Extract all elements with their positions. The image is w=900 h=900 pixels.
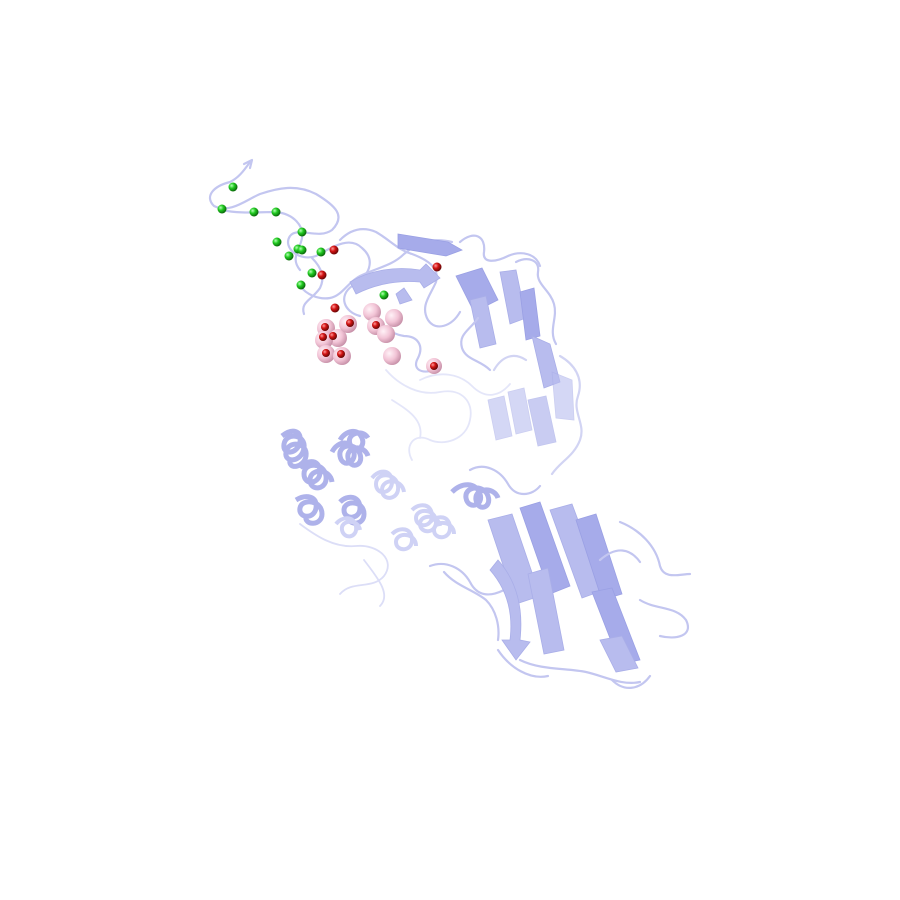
top-beta-domain: [350, 234, 560, 388]
middle-domain: [386, 356, 582, 474]
left-helix-bundle: [282, 431, 504, 606]
bottom-beta-domain: [444, 502, 690, 688]
right-helix-group: [430, 467, 540, 537]
